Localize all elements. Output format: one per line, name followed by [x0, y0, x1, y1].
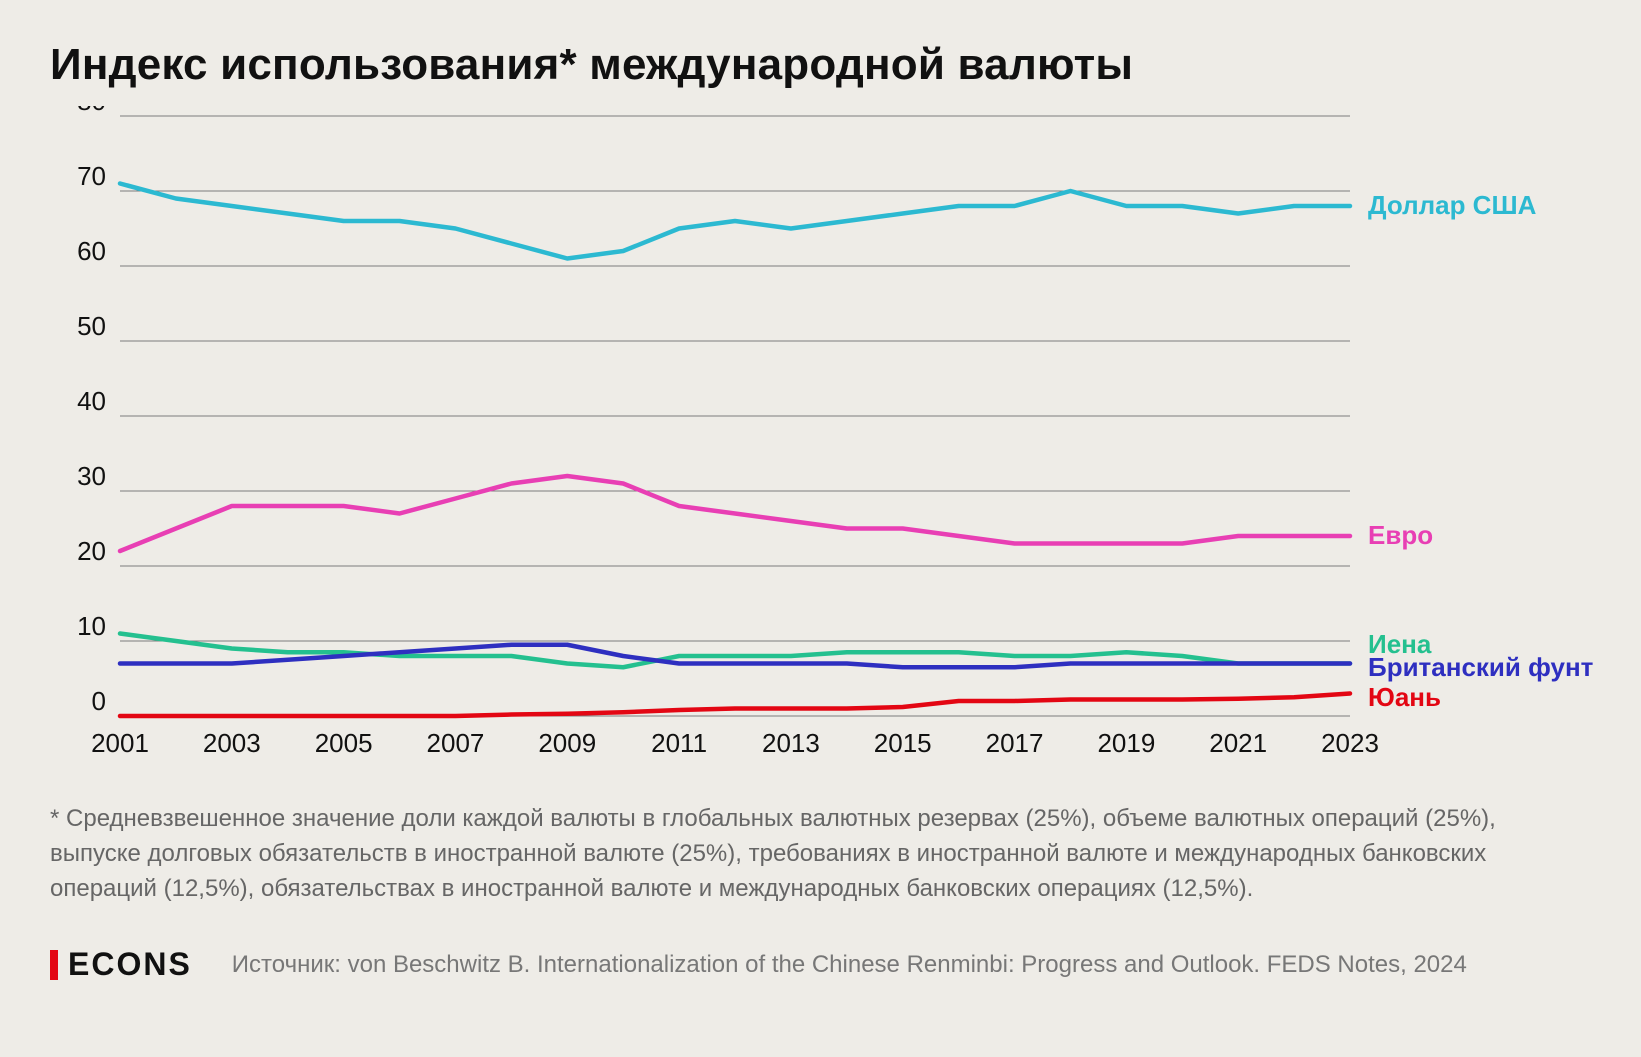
series-label-eur: Евро	[1368, 520, 1433, 551]
x-tick-label: 2007	[427, 728, 485, 758]
chart-title: Индекс использования* международной валю…	[50, 40, 1591, 90]
y-tick-label: 80	[77, 106, 106, 116]
series-label-gbp: Британский фунт	[1368, 652, 1593, 683]
footer: ECONS Источник: von Beschwitz B. Interna…	[50, 946, 1591, 983]
y-tick-label: 10	[77, 611, 106, 641]
y-tick-label: 30	[77, 461, 106, 491]
x-tick-label: 2001	[91, 728, 149, 758]
y-tick-label: 0	[92, 686, 106, 716]
page: Индекс использования* международной валю…	[0, 0, 1641, 1057]
y-tick-label: 20	[77, 536, 106, 566]
series-label-cny: Юань	[1368, 682, 1441, 713]
logo-bar-icon	[50, 950, 58, 980]
footnote-text: * Средневзвешенное значение доли каждой …	[50, 802, 1590, 906]
chart-container: 0 10 20 30 40 50 60 70 80 2001 2003 2005 2007 2009 201…	[50, 106, 1610, 776]
x-tick-label: 2017	[986, 728, 1044, 758]
logo-text: ECONS	[68, 946, 192, 983]
x-tick-label: 2003	[203, 728, 261, 758]
x-tick-label: 2011	[651, 728, 707, 758]
series-label-usd: Доллар США	[1368, 190, 1536, 221]
logo: ECONS	[50, 946, 192, 983]
y-tick-label: 50	[77, 311, 106, 341]
y-tick-label: 40	[77, 386, 106, 416]
x-tick-label: 2021	[1209, 728, 1267, 758]
x-tick-label: 2015	[874, 728, 932, 758]
x-tick-label: 2009	[538, 728, 596, 758]
x-tick-label: 2013	[762, 728, 820, 758]
series-line-cny	[120, 694, 1350, 717]
x-tick-label: 2019	[1097, 728, 1155, 758]
series-line-usd	[120, 184, 1350, 259]
x-tick-label: 2023	[1321, 728, 1379, 758]
source-text: Источник: von Beschwitz B. International…	[232, 951, 1467, 979]
y-tick-label: 70	[77, 161, 106, 191]
y-tick-label: 60	[77, 236, 106, 266]
x-tick-label: 2005	[315, 728, 373, 758]
series-line-eur	[120, 476, 1350, 551]
